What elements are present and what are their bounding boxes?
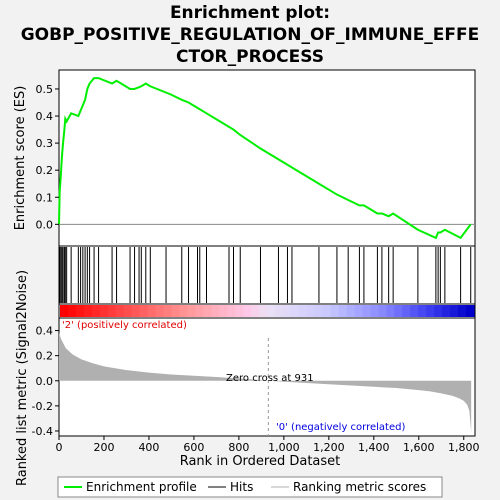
metric-tick-label: 0.4 [36, 325, 54, 338]
x-tick-label: 200 [93, 441, 114, 454]
x-axis-ticks: 0 200 400 600 800 1,000 1,200 1,400 1,600 1,800 [56, 436, 480, 454]
color-bar-segment [274, 305, 284, 317]
enrichment-profile-line [58, 77, 472, 240]
legend-box [57, 476, 443, 498]
ranking-metric-area [59, 333, 472, 433]
color-bar-segment [386, 305, 395, 317]
color-bar-segment [60, 305, 69, 317]
x-tick-label: 1,400 [358, 441, 390, 454]
metric-tick-label: 0.2 [36, 350, 54, 363]
color-bar-segment [346, 305, 356, 317]
color-bar-segment [434, 305, 443, 317]
color-bar-segment [187, 305, 196, 317]
color-bar-segment [450, 305, 459, 317]
color-bar-segment [115, 305, 125, 317]
color-bar-segment [378, 305, 388, 317]
color-bar-segment [251, 305, 260, 317]
x-tick-label: 1,600 [403, 441, 435, 454]
es-panel [58, 69, 476, 247]
color-bar-segment [322, 305, 332, 317]
metric-tick-label: -0.2 [32, 400, 53, 413]
positive-label: '2' (positively correlated) [62, 320, 187, 331]
color-bar-segment [370, 305, 380, 317]
color-bar-segment [139, 305, 149, 317]
x-tick-label: 0 [56, 441, 63, 454]
legend-hits-label: Hits [230, 480, 253, 494]
color-bar-segment [211, 305, 220, 317]
color-bar-segment [107, 305, 117, 317]
color-bar-segment [67, 305, 77, 317]
title-line-1: Enrichment plot: [169, 3, 331, 23]
color-bar-segment [410, 305, 419, 317]
es-axis-label: Enrichment score (ES) [13, 86, 28, 231]
color-bar-segment [171, 305, 181, 317]
color-bar-segment [402, 305, 411, 317]
es-axis-ticks: 0.0 0.1 0.2 0.3 0.4 0.5 [36, 83, 59, 231]
color-bar-segment [179, 305, 188, 317]
color-bar-segment [330, 305, 340, 317]
color-bar-segment [259, 305, 268, 317]
color-bar-segment [354, 305, 364, 317]
color-bar-segment [442, 305, 451, 317]
color-bar-segment [362, 305, 372, 317]
metric-tick-label: 0.0 [36, 375, 54, 388]
color-bar-segment [75, 305, 85, 317]
color-bar-segment [203, 305, 212, 317]
zero-cross-label: Zero cross at 931 [226, 373, 314, 384]
legend-ranking-label: Ranking metric scores [293, 480, 426, 494]
x-tick-label: 400 [138, 441, 159, 454]
color-bar-segment [290, 305, 300, 317]
color-bar-segment [426, 305, 435, 317]
legend: Enrichment profile Hits Ranking metric s… [57, 476, 443, 498]
legend-profile-label: Enrichment profile [86, 480, 197, 494]
es-tick-label: 0.4 [36, 110, 54, 123]
color-bar-segment [91, 305, 101, 317]
es-tick-label: 0.1 [36, 191, 54, 204]
color-bar-segment [394, 305, 403, 317]
color-bar-segment [338, 305, 348, 317]
rank-color-bar [60, 305, 475, 317]
negative-label: '0' (negatively correlated) [276, 422, 405, 433]
x-tick-label: 600 [183, 441, 204, 454]
x-tick-label: 800 [228, 441, 249, 454]
color-bar-segment [458, 305, 467, 317]
color-bar-segment [219, 305, 228, 317]
hit-marks [59, 247, 472, 303]
es-tick-label: 0.5 [36, 83, 54, 96]
color-bar-segment [267, 305, 276, 317]
color-bar-segment [235, 305, 244, 317]
x-axis-label: Rank in Ordered Dataset [180, 454, 341, 469]
metric-axis-label: Ranked list metric (Signal2Noise) [15, 270, 30, 486]
metric-tick-label: -0.4 [32, 425, 53, 438]
color-bar-segment [155, 305, 165, 317]
color-bar-segment [99, 305, 109, 317]
color-bar-segment [298, 305, 308, 317]
x-tick-label: 1,800 [448, 441, 480, 454]
es-tick-label: 0.0 [36, 218, 54, 231]
color-bar-segment [227, 305, 236, 317]
color-bar-segment [83, 305, 93, 317]
chart-title: Enrichment plot: GOBP_POSITIVE_REGULATIO… [0, 2, 500, 68]
es-tick-label: 0.3 [36, 137, 54, 150]
color-bar-segment [314, 305, 324, 317]
title-line-2: GOBP_POSITIVE_REGULATION_OF_IMMUNE_EFFE [20, 25, 480, 45]
color-bar-segment [306, 305, 316, 317]
x-tick-label: 1,000 [268, 441, 300, 454]
color-bar-segment [243, 305, 252, 317]
x-tick-label: 1,200 [313, 441, 345, 454]
color-bar-segment [123, 305, 133, 317]
color-bar-segment [147, 305, 157, 317]
es-tick-label: 0.2 [36, 164, 54, 177]
metric-axis-ticks: -0.4 -0.2 0.0 0.2 0.4 [32, 325, 59, 438]
color-bar-segment [418, 305, 427, 317]
color-bar-segment [466, 305, 475, 317]
hits-panel [58, 245, 476, 305]
title-line-3: CTOR_PROCESS [176, 47, 324, 67]
color-bar-segment [163, 305, 173, 317]
color-bar-segment [195, 305, 204, 317]
color-bar-segment [282, 305, 292, 317]
color-bar-segment [131, 305, 141, 317]
